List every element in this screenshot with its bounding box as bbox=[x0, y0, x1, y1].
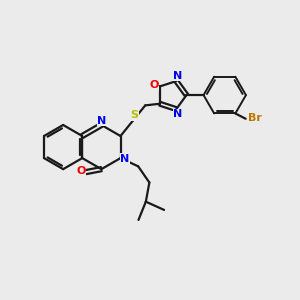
Text: Br: Br bbox=[248, 113, 262, 123]
Text: N: N bbox=[173, 110, 182, 119]
Text: S: S bbox=[130, 110, 138, 120]
Text: N: N bbox=[173, 71, 182, 81]
Text: N: N bbox=[120, 154, 130, 164]
Text: O: O bbox=[149, 80, 159, 90]
Text: N: N bbox=[98, 116, 106, 126]
Text: O: O bbox=[76, 167, 86, 176]
